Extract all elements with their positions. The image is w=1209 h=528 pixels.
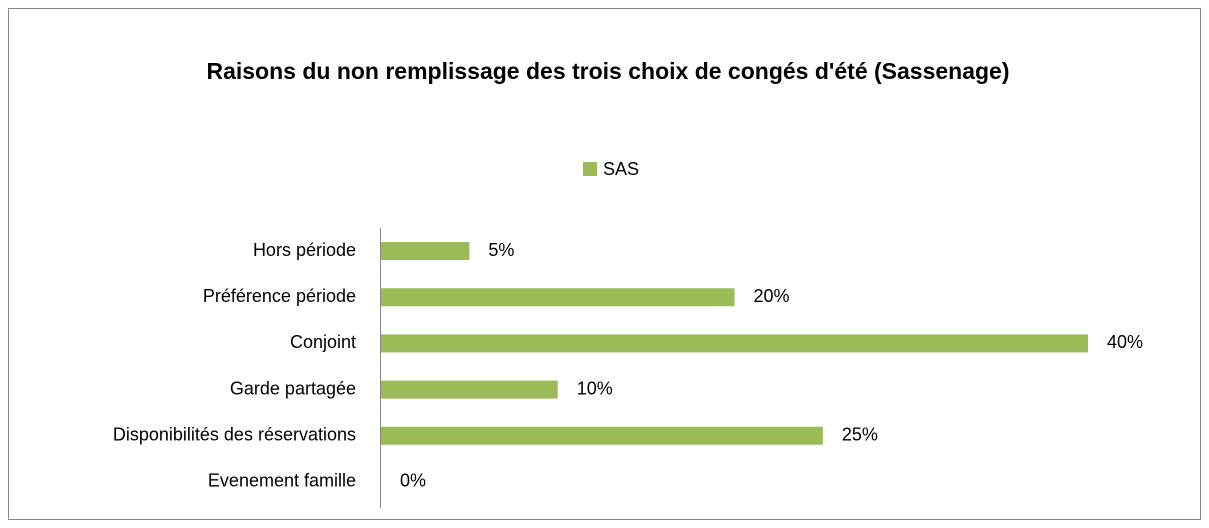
value-label: 25%: [842, 425, 878, 445]
value-label: 20%: [754, 286, 790, 306]
bar: [381, 334, 1088, 353]
y-tick-label: Préférence période: [203, 286, 356, 306]
bar: [381, 426, 823, 445]
chart-title: Raisons du non remplissage des trois cho…: [206, 58, 1009, 84]
y-tick-label: Hors période: [253, 240, 356, 260]
value-label: 0%: [400, 471, 426, 491]
y-tick-label: Conjoint: [290, 332, 356, 352]
y-tick-label: Evenement famille: [208, 471, 356, 491]
legend-swatch: [583, 162, 597, 176]
y-tick-label: Disponibilités des réservations: [113, 425, 356, 445]
value-label: 10%: [577, 378, 613, 398]
legend-label: SAS: [603, 159, 639, 179]
y-tick-label: Garde partagée: [230, 378, 356, 398]
value-label: 5%: [488, 240, 514, 260]
bar: [381, 242, 470, 261]
bar: [381, 380, 558, 399]
value-label: 40%: [1107, 332, 1143, 352]
bar: [381, 288, 735, 307]
